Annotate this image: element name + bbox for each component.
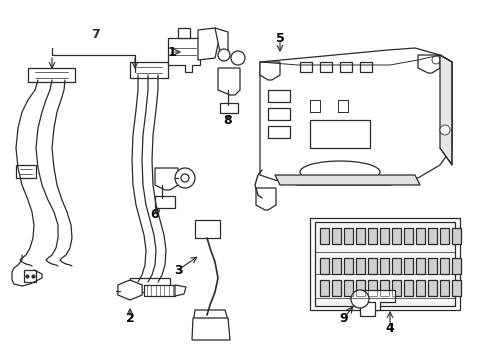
Polygon shape bbox=[404, 280, 413, 296]
Polygon shape bbox=[344, 280, 353, 296]
Polygon shape bbox=[332, 280, 341, 296]
Polygon shape bbox=[118, 280, 142, 300]
Polygon shape bbox=[310, 218, 460, 310]
Polygon shape bbox=[356, 280, 365, 296]
Text: 7: 7 bbox=[91, 28, 99, 41]
Polygon shape bbox=[315, 222, 455, 306]
Polygon shape bbox=[360, 302, 375, 316]
Polygon shape bbox=[175, 285, 186, 296]
Polygon shape bbox=[275, 175, 420, 185]
Polygon shape bbox=[416, 228, 425, 244]
Polygon shape bbox=[268, 126, 290, 138]
Polygon shape bbox=[28, 68, 75, 82]
Polygon shape bbox=[155, 168, 178, 190]
Polygon shape bbox=[195, 220, 220, 238]
Text: 5: 5 bbox=[275, 31, 284, 45]
Text: 3: 3 bbox=[173, 264, 182, 276]
Polygon shape bbox=[268, 90, 290, 102]
Polygon shape bbox=[440, 258, 449, 274]
Polygon shape bbox=[360, 62, 372, 72]
Polygon shape bbox=[344, 228, 353, 244]
Polygon shape bbox=[320, 280, 329, 296]
Circle shape bbox=[175, 168, 195, 188]
Polygon shape bbox=[344, 258, 353, 274]
Text: 4: 4 bbox=[386, 321, 394, 334]
Polygon shape bbox=[178, 28, 190, 38]
Polygon shape bbox=[192, 318, 230, 340]
Polygon shape bbox=[340, 62, 352, 72]
Ellipse shape bbox=[300, 161, 380, 183]
Polygon shape bbox=[368, 258, 377, 274]
Polygon shape bbox=[198, 28, 220, 60]
Polygon shape bbox=[380, 280, 389, 296]
Polygon shape bbox=[332, 228, 341, 244]
Text: 6: 6 bbox=[151, 208, 159, 221]
Polygon shape bbox=[428, 258, 437, 274]
Polygon shape bbox=[428, 280, 437, 296]
Text: 9: 9 bbox=[340, 311, 348, 324]
Polygon shape bbox=[440, 228, 449, 244]
Polygon shape bbox=[300, 62, 312, 72]
Polygon shape bbox=[392, 228, 401, 244]
Polygon shape bbox=[404, 258, 413, 274]
Polygon shape bbox=[428, 228, 437, 244]
Polygon shape bbox=[218, 68, 240, 95]
Polygon shape bbox=[380, 258, 389, 274]
Circle shape bbox=[440, 125, 450, 135]
Polygon shape bbox=[452, 280, 461, 296]
Polygon shape bbox=[256, 188, 276, 210]
Polygon shape bbox=[452, 228, 461, 244]
Polygon shape bbox=[380, 228, 389, 244]
Polygon shape bbox=[193, 310, 228, 335]
Polygon shape bbox=[130, 278, 170, 292]
Circle shape bbox=[231, 51, 245, 65]
Polygon shape bbox=[440, 280, 449, 296]
Text: 1: 1 bbox=[168, 45, 176, 58]
Polygon shape bbox=[404, 228, 413, 244]
Polygon shape bbox=[260, 62, 280, 80]
Polygon shape bbox=[24, 270, 36, 282]
Polygon shape bbox=[368, 228, 377, 244]
Polygon shape bbox=[416, 280, 425, 296]
Polygon shape bbox=[215, 28, 228, 52]
Polygon shape bbox=[260, 48, 452, 185]
Text: 8: 8 bbox=[224, 113, 232, 126]
Polygon shape bbox=[392, 258, 401, 274]
Polygon shape bbox=[356, 258, 365, 274]
Polygon shape bbox=[220, 103, 238, 113]
Polygon shape bbox=[392, 280, 401, 296]
Polygon shape bbox=[418, 55, 440, 73]
Circle shape bbox=[181, 174, 189, 182]
Polygon shape bbox=[368, 280, 377, 296]
Polygon shape bbox=[332, 258, 341, 274]
Polygon shape bbox=[155, 196, 175, 208]
Circle shape bbox=[432, 56, 440, 64]
Polygon shape bbox=[452, 258, 461, 274]
Polygon shape bbox=[320, 228, 329, 244]
Polygon shape bbox=[168, 38, 200, 72]
Polygon shape bbox=[416, 258, 425, 274]
Polygon shape bbox=[130, 62, 168, 78]
Text: 2: 2 bbox=[125, 311, 134, 324]
Circle shape bbox=[218, 49, 230, 61]
Polygon shape bbox=[320, 258, 329, 274]
Polygon shape bbox=[440, 55, 452, 165]
Polygon shape bbox=[320, 62, 332, 72]
Polygon shape bbox=[144, 285, 175, 296]
Polygon shape bbox=[310, 120, 370, 148]
Circle shape bbox=[351, 290, 369, 308]
Polygon shape bbox=[268, 108, 290, 120]
Polygon shape bbox=[16, 165, 36, 178]
Polygon shape bbox=[356, 228, 365, 244]
Polygon shape bbox=[360, 290, 395, 310]
